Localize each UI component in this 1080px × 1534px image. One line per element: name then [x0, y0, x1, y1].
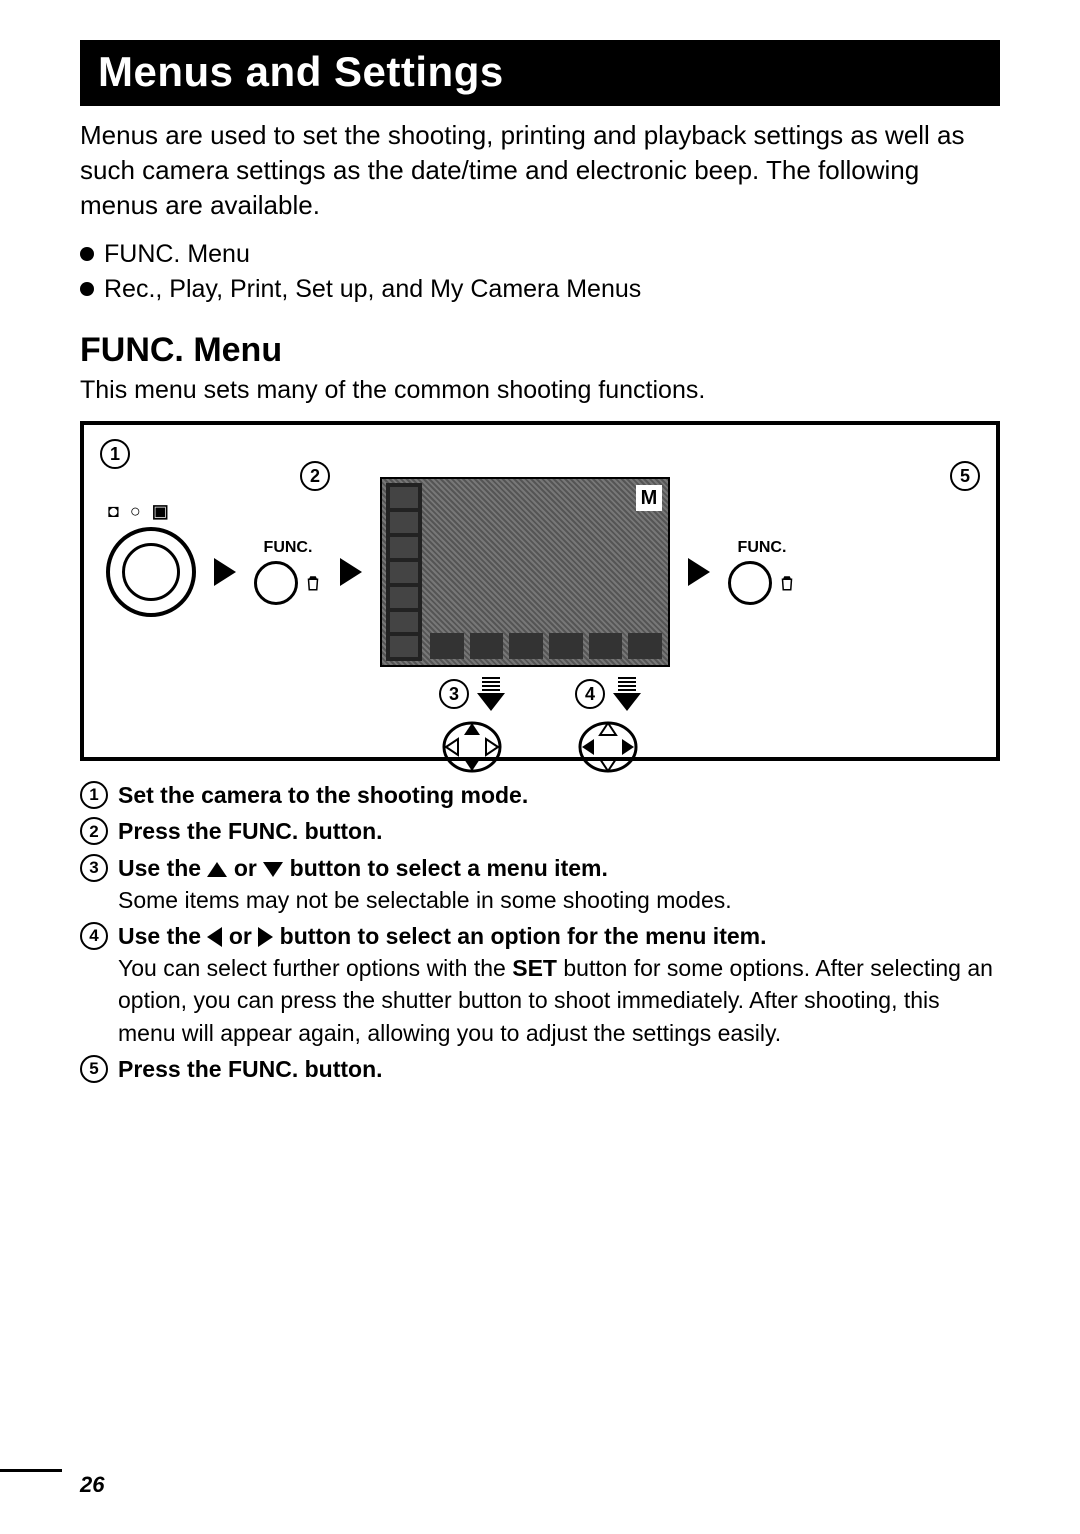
bullet-text: FUNC. Menu — [104, 237, 250, 272]
mode-dial-icon — [106, 527, 196, 617]
page-rule — [0, 1469, 62, 1472]
text: You can select further options with the — [118, 955, 512, 981]
section-paragraph: This menu sets many of the common shooti… — [80, 376, 1000, 405]
bullet-icon — [80, 282, 94, 296]
text: Press the — [118, 818, 228, 844]
step-badge-3: 3 — [439, 679, 469, 709]
step-item: 4 Use the or button to select an option … — [80, 920, 1000, 1049]
screen-bottom-row — [430, 633, 662, 659]
bullet-list: FUNC. Menu Rec., Play, Print, Set up, an… — [80, 237, 1000, 307]
page-number: 26 — [80, 1472, 104, 1498]
step-title: Use the or button to select a menu item. — [118, 852, 1000, 884]
step-title: Set the camera to the shooting mode. — [118, 782, 528, 808]
list-item: FUNC. Menu — [80, 237, 1000, 272]
step-number-badge: 3 — [80, 854, 108, 882]
step-item: 3 Use the or button to select a menu ite… — [80, 852, 1000, 916]
bullet-text: Rec., Play, Print, Set up, and My Camera… — [104, 272, 641, 307]
text: button. — [298, 1056, 382, 1082]
text-bold: FUNC. — [228, 818, 298, 844]
section-heading: FUNC. Menu — [80, 331, 1000, 370]
func-button-icon — [254, 561, 298, 605]
down-arrow-icon — [613, 677, 641, 711]
step-item: 2 Press the FUNC. button. — [80, 815, 1000, 847]
right-arrow-icon — [258, 927, 273, 947]
step-number-badge: 1 — [80, 781, 108, 809]
text: or — [222, 923, 258, 949]
list-item: Rec., Play, Print, Set up, and My Camera… — [80, 272, 1000, 307]
text-bold: FUNC. — [228, 1056, 298, 1082]
down-arrow-icon — [263, 862, 283, 877]
dpad-updown-icon — [440, 715, 504, 779]
step-number-badge: 5 — [80, 1055, 108, 1083]
step-note: You can select further options with the … — [118, 952, 1000, 1049]
text: button to select a menu item. — [283, 855, 608, 881]
func-label: FUNC. — [738, 539, 787, 557]
up-arrow-icon — [207, 862, 227, 877]
step-badge-4: 4 — [575, 679, 605, 709]
func-label: FUNC. — [264, 539, 313, 557]
intro-paragraph: Menus are used to set the shooting, prin… — [80, 118, 1000, 223]
arrow-right-icon — [340, 558, 362, 586]
func-button-icon — [728, 561, 772, 605]
arrow-right-icon — [214, 558, 236, 586]
step-number-badge: 4 — [80, 922, 108, 950]
manual-page: Menus and Settings Menus are used to set… — [0, 0, 1080, 1534]
text: Use the — [118, 855, 207, 881]
trash-icon — [778, 574, 796, 592]
screen-sidebar — [386, 483, 422, 661]
step-title: Press the FUNC. button. — [118, 818, 383, 844]
camera-screen-graphic: M — [380, 477, 670, 667]
func-button-graphic: FUNC. — [728, 539, 796, 605]
step-item: 5 Press the FUNC. button. — [80, 1053, 1000, 1085]
step-badge-1: 1 — [100, 439, 130, 469]
text-bold: SET — [512, 955, 557, 981]
step-number-badge: 2 — [80, 817, 108, 845]
down-arrow-icon — [477, 677, 505, 711]
page-title: Menus and Settings — [80, 40, 1000, 106]
trash-icon — [304, 574, 322, 592]
step-title: Use the or button to select an option fo… — [118, 920, 1000, 952]
bullet-icon — [80, 247, 94, 261]
text: button to select an option for the menu … — [273, 923, 766, 949]
text: Press the — [118, 1056, 228, 1082]
step-title: Press the FUNC. button. — [118, 1056, 383, 1082]
mode-indicator: M — [636, 485, 662, 511]
arrow-right-icon — [688, 558, 710, 586]
func-button-graphic: FUNC. — [254, 539, 322, 605]
step-note: Some items may not be selectable in some… — [118, 884, 1000, 916]
step-list: 1 Set the camera to the shooting mode. 2… — [80, 779, 1000, 1085]
step-item: 1 Set the camera to the shooting mode. — [80, 779, 1000, 811]
mode-dial-labels-icon: ◘ ○ ▣ — [108, 501, 172, 522]
dpad-leftright-icon — [576, 715, 640, 779]
left-arrow-icon — [207, 927, 222, 947]
func-menu-diagram: 1 2 5 ◘ ○ ▣ FUNC. — [80, 421, 1000, 761]
text: button. — [298, 818, 382, 844]
text: or — [227, 855, 263, 881]
text: Use the — [118, 923, 207, 949]
